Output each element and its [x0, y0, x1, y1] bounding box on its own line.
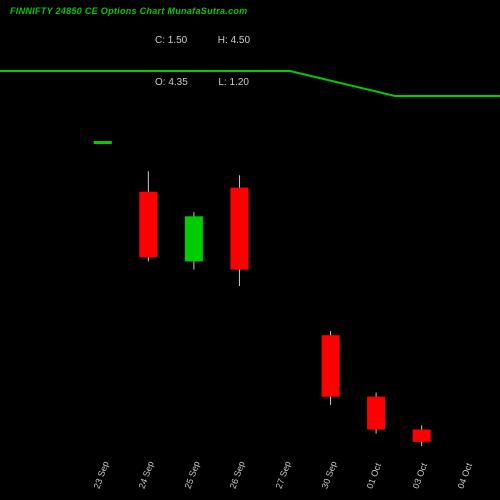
chart-canvas: [0, 0, 500, 500]
candle-body: [185, 216, 203, 261]
x-tick-label: 30 Sep: [319, 460, 338, 490]
x-tick-label: 26 Sep: [228, 460, 247, 490]
candle-body: [367, 397, 385, 430]
candle-body: [139, 192, 157, 258]
x-tick-label: 27 Sep: [274, 460, 293, 490]
x-tick-label: 04 Oct: [456, 462, 474, 490]
x-tick-label: 01 Oct: [365, 462, 383, 490]
candle-body: [413, 430, 431, 442]
x-tick-label: 03 Oct: [410, 462, 428, 490]
x-tick-label: 24 Sep: [137, 460, 156, 490]
candle-body: [230, 188, 248, 270]
options-candlestick-chart: FINNIFTY 24850 CE Options Chart MunafaSu…: [0, 0, 500, 500]
x-axis: 23 Sep 24 Sep 25 Sep 26 Sep 27 Sep 30 Sep 01 O…: [0, 450, 500, 500]
candle-body: [322, 335, 340, 397]
x-tick-label: 25 Sep: [182, 460, 201, 490]
x-tick-label: 23 Sep: [91, 460, 110, 490]
overlay-line: [0, 71, 500, 96]
